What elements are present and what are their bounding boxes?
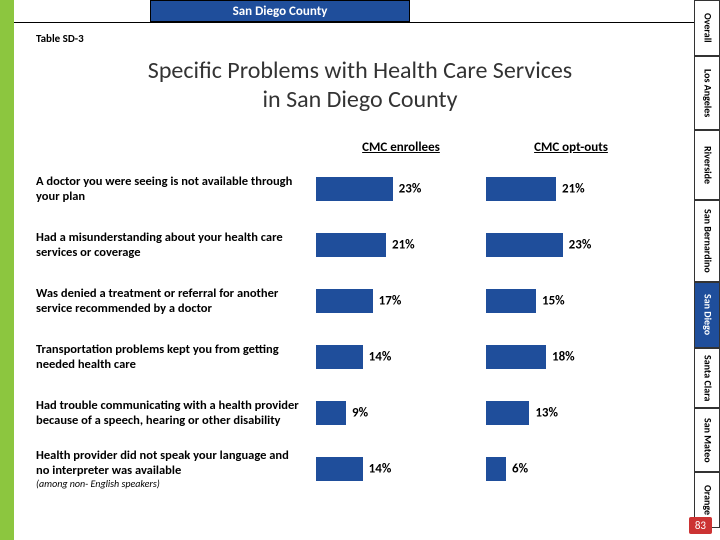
title-line-1: Specific Problems with Health Care Servi…: [80, 56, 640, 85]
bar-value: 23%: [569, 238, 592, 253]
page-number-badge: 83: [689, 517, 712, 534]
chart-row: Health provider did not speak your langu…: [36, 441, 676, 497]
bar-value: 14%: [369, 350, 392, 365]
bar-cell: 21%: [316, 228, 486, 262]
left-accent-stripe: [0, 0, 14, 540]
bar: [486, 177, 556, 201]
bar: [316, 457, 363, 481]
bar-cell: 9%: [316, 396, 486, 430]
bar-cell: 15%: [486, 284, 656, 318]
side-tab-santa-clara[interactable]: Santa Clara: [694, 348, 720, 408]
bar-cell: 6%: [486, 452, 656, 486]
problems-bar-chart: CMC enrollees CMC opt-outs A doctor you …: [36, 140, 676, 497]
chart-row: A doctor you were seeing is not availabl…: [36, 161, 676, 217]
title-line-2: in San Diego County: [80, 85, 640, 114]
bar: [316, 401, 346, 425]
row-label: Transportation problems kept you from ge…: [36, 342, 316, 372]
bar: [486, 233, 563, 257]
page: San Diego County Table SD-3 Specific Pro…: [0, 0, 720, 540]
table-number: Table SD-3: [36, 32, 84, 45]
row-note: (among non- English speakers): [36, 478, 304, 490]
page-title: Specific Problems with Health Care Servi…: [80, 56, 640, 114]
side-tab-overall[interactable]: Overall: [694, 0, 720, 56]
row-label: Health provider did not speak your langu…: [36, 448, 316, 490]
side-tab-san-bernardino[interactable]: San Bernardino: [694, 200, 720, 282]
header-spacer: [36, 140, 316, 155]
bar-value: 21%: [392, 238, 415, 253]
bar: [316, 233, 386, 257]
chart-row: Was denied a treatment or referral for a…: [36, 273, 676, 329]
bar-value: 15%: [542, 294, 565, 309]
side-tab-los-angeles[interactable]: Los Angeles: [694, 56, 720, 130]
side-tab-san-mateo[interactable]: San Mateo: [694, 408, 720, 472]
bar-cell: 23%: [486, 228, 656, 262]
bar-value: 18%: [552, 350, 575, 365]
bar-cell: 18%: [486, 340, 656, 374]
chart-row: Had a misunderstanding about your health…: [36, 217, 676, 273]
bar: [486, 345, 546, 369]
county-tab: San Diego County: [150, 0, 410, 22]
chart-row: Had trouble communicating with a health …: [36, 385, 676, 441]
col-header-enrollees: CMC enrollees: [316, 140, 486, 155]
bar-cell: 13%: [486, 396, 656, 430]
bar: [316, 177, 393, 201]
bar-cell: 17%: [316, 284, 486, 318]
bar-value: 21%: [562, 182, 585, 197]
bar-value: 9%: [352, 406, 368, 421]
region-side-tabs: OverallLos AngelesRiversideSan Bernardin…: [694, 0, 720, 520]
bar-value: 13%: [535, 406, 558, 421]
bar: [486, 457, 506, 481]
bar-cell: 14%: [316, 452, 486, 486]
bar-value: 6%: [512, 462, 528, 477]
row-label: Had a misunderstanding about your health…: [36, 230, 316, 260]
row-label: Had trouble communicating with a health …: [36, 398, 316, 428]
bar-value: 17%: [379, 294, 402, 309]
bar: [486, 289, 536, 313]
bar: [486, 401, 529, 425]
row-label: A doctor you were seeing is not availabl…: [36, 174, 316, 204]
chart-row: Transportation problems kept you from ge…: [36, 329, 676, 385]
bar-value: 23%: [399, 182, 422, 197]
bar: [316, 345, 363, 369]
row-label: Was denied a treatment or referral for a…: [36, 286, 316, 316]
bar-cell: 21%: [486, 172, 656, 206]
header-rule: [14, 22, 694, 23]
bar-cell: 23%: [316, 172, 486, 206]
bar: [316, 289, 373, 313]
col-header-optouts: CMC opt-outs: [486, 140, 656, 155]
side-tab-san-diego[interactable]: San Diego: [694, 282, 720, 348]
column-headers: CMC enrollees CMC opt-outs: [36, 140, 676, 155]
bar-value: 14%: [369, 462, 392, 477]
bar-cell: 14%: [316, 340, 486, 374]
side-tab-riverside[interactable]: Riverside: [694, 130, 720, 200]
